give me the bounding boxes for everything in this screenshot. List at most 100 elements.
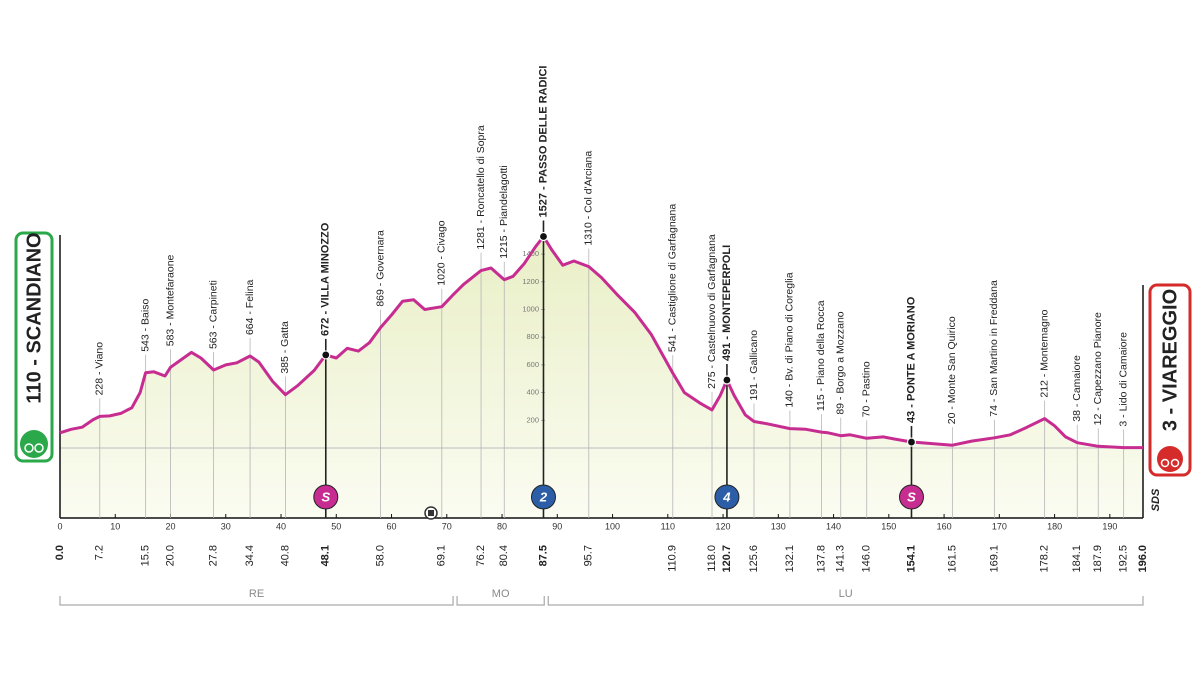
waypoint-name: 70 - Pastino — [861, 361, 873, 417]
waypoint-km-label: 48.1 — [320, 545, 332, 566]
waypoint-km-label: 169.1 — [988, 545, 1000, 573]
waypoint-name: 12 - Capezzano Pianore — [1092, 312, 1104, 425]
badge — [898, 484, 924, 510]
waypoint-km-label: 7.2 — [94, 545, 106, 560]
waypoint-name-main: 1527 - PASSO DELLE RADICI — [537, 66, 549, 218]
region-bracket — [456, 596, 545, 606]
waypoint-name: 1215 - Piandelagotti — [498, 165, 510, 258]
waypoint-km-label: 132.1 — [784, 545, 796, 573]
waypoint-km-label: 110.9 — [667, 545, 679, 572]
waypoint-name: 212 - Montemagno — [1038, 309, 1050, 397]
region-bracket — [547, 596, 1144, 606]
badge-label: S — [907, 489, 916, 504]
waypoint-dot — [906, 437, 917, 447]
waypoint-name: 89 - Borgo a Mozzano — [835, 311, 847, 414]
x-tick-label: 180 — [1047, 521, 1062, 531]
x-tick-label: 190 — [1102, 521, 1117, 531]
waypoint-km-label: 40.8 — [279, 545, 291, 566]
x-tick-label: 110 — [661, 521, 675, 531]
x-tick-label: 50 — [331, 521, 341, 531]
waypoint-name: 228 - Viano — [94, 342, 106, 396]
waypoint-name: 563 - Carpineti — [207, 280, 219, 349]
badge — [530, 484, 556, 510]
x-tick-label: 80 — [497, 521, 507, 531]
x-tick-label: 150 — [881, 521, 896, 531]
finish-km-label: 196.0 — [1137, 545, 1149, 573]
start-box — [14, 231, 54, 463]
waypoint-dot — [321, 350, 331, 360]
waypoint-km-label: 76.2 — [475, 545, 487, 566]
finish-icon — [1157, 446, 1183, 472]
y-tick-label: 1000 — [522, 304, 539, 313]
finish-box — [1148, 283, 1192, 477]
waypoint-km-label: 137.8 — [815, 545, 827, 573]
waypoint-name: 275 - Castelnuovo di Garfagnana — [706, 234, 718, 389]
y-tick-label: 600 — [526, 360, 539, 369]
x-tick-label: 20 — [166, 521, 176, 531]
waypoint-name: 20 - Monte San Quirico — [946, 316, 958, 424]
y-tick-label: 1200 — [522, 277, 539, 286]
waypoint-km-label: 69.1 — [436, 545, 448, 566]
waypoint-km-label: 192.5 — [1118, 545, 1130, 573]
x-tick-label: 170 — [992, 521, 1007, 531]
waypoint-name: 3 - Lido di Camaiore — [1117, 332, 1129, 427]
y-tick-label: 200 — [526, 415, 539, 424]
waypoint-km-label: 154.1 — [905, 545, 917, 573]
waypoint-km-label: 87.5 — [537, 545, 549, 566]
waypoint-km-label: 34.4 — [244, 545, 256, 566]
waypoint-name: 38 - Camaiore — [1071, 355, 1083, 422]
badge-label: 2 — [539, 489, 548, 504]
waypoint-name: 115 - Piano della Rocca — [815, 300, 827, 411]
start-icon — [20, 430, 48, 458]
x-tick-label: 120 — [716, 521, 731, 531]
waypoint-km-label: 187.9 — [1092, 545, 1104, 573]
waypoint-name: 869 - Governara — [374, 230, 386, 307]
sponsor-logo: SDS — [1150, 488, 1162, 511]
finish-icon-wheel — [1170, 458, 1180, 468]
profile-line — [59, 235, 1143, 450]
badge-label: 4 — [722, 489, 731, 504]
x-tick-label: 70 — [442, 521, 452, 531]
waypoint-dot — [538, 231, 549, 242]
start-icon-wheel — [24, 443, 34, 453]
waypoint-dot — [722, 375, 732, 385]
x-tick-label: 40 — [276, 521, 286, 531]
x-tick-label: 10 — [110, 521, 120, 531]
x-tick-label: 90 — [552, 521, 562, 531]
x-tick-label: 30 — [221, 521, 231, 531]
waypoint-name: 140 - Bv. di Piano di Coreglia — [784, 272, 796, 407]
region-bracket — [59, 596, 454, 606]
x-tick-label: 0 — [57, 521, 62, 531]
x-tick-label: 140 — [826, 521, 841, 531]
x-tick-label: 60 — [387, 521, 397, 531]
badge-label: S — [321, 489, 330, 504]
badge — [313, 484, 339, 510]
waypoint-km-label: 95.7 — [583, 545, 595, 566]
x-tick-label: 100 — [605, 521, 620, 531]
start-name: 110 - SCANDIANO — [23, 232, 45, 403]
waypoint-name-main: 672 - VILLA MINOZZO — [320, 222, 332, 336]
waypoint-km-label: 20.0 — [164, 545, 176, 566]
region-label: MO — [492, 588, 510, 600]
waypoint-km-label: 184.1 — [1071, 545, 1083, 573]
finish-icon-wheel — [1160, 458, 1170, 468]
y-tick-label: 400 — [526, 388, 539, 397]
waypoint-km-label: 125.6 — [748, 545, 760, 573]
y-tick-label: 1400 — [522, 249, 539, 258]
waypoint-name: 385 - Gatta — [279, 321, 291, 374]
waypoint-name: 1310 - Col d'Arciana — [583, 151, 595, 246]
waypoint-km-label: 15.5 — [140, 545, 152, 566]
waypoint-name-main: 491 - MONTEPERPOLI — [721, 245, 733, 361]
region-label: LU — [839, 588, 853, 600]
waypoint-name: 1281 - Roncatello di Sopra — [475, 125, 487, 249]
waypoint-km-label: 120.7 — [721, 545, 733, 573]
x-tick-label: 160 — [937, 521, 952, 531]
waypoint-name: 191 - Gallicano — [748, 330, 760, 401]
waypoint-name: 543 - Baiso — [139, 299, 151, 352]
waypoint-name: 541 - Castiglione di Garfagnana — [667, 204, 679, 352]
waypoint-km-label: 141.3 — [835, 545, 847, 573]
region-label: RE — [249, 588, 264, 600]
waypoint-name: 1020 - Civago — [436, 220, 448, 286]
waypoint-km-label: 161.5 — [946, 545, 958, 573]
